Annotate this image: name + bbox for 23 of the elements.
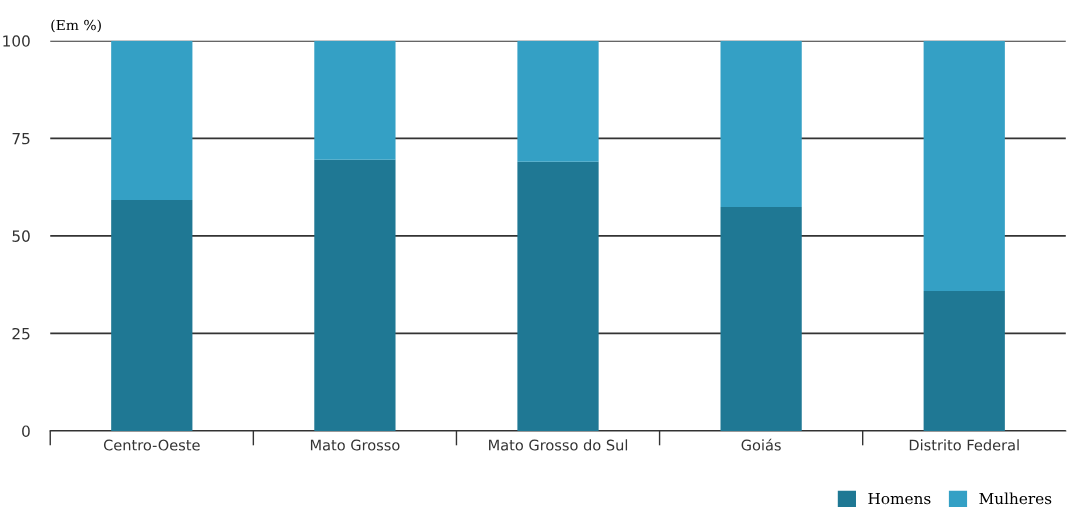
bar [720, 207, 802, 431]
bar [720, 40, 802, 207]
bar [111, 40, 193, 200]
bar [517, 40, 599, 162]
y-tick-label: 25 [12, 327, 30, 340]
y-axis-title: (Em %) [51, 19, 101, 33]
bar [923, 290, 1005, 431]
x-tick-label: Distrito Federal [909, 439, 1019, 451]
y-tick-label: 50 [12, 230, 30, 242]
bar [111, 199, 193, 431]
x-tick-label: Mato Grosso [310, 439, 400, 451]
legend-label: Homens [868, 492, 931, 505]
y-tick-label: 75 [12, 133, 30, 145]
legend-label: Mulheres [979, 492, 1052, 505]
x-tick-label: Goiás [741, 438, 781, 451]
y-tick-label: 0 [22, 425, 30, 437]
x-tick-label: Centro-Oeste [103, 439, 200, 451]
bar [923, 40, 1005, 291]
bar [517, 161, 599, 431]
x-tick-label: Mato Grosso do Sul [489, 439, 628, 451]
y-tick-label: 100 [3, 35, 30, 47]
bar [314, 40, 396, 160]
bar [314, 159, 396, 431]
